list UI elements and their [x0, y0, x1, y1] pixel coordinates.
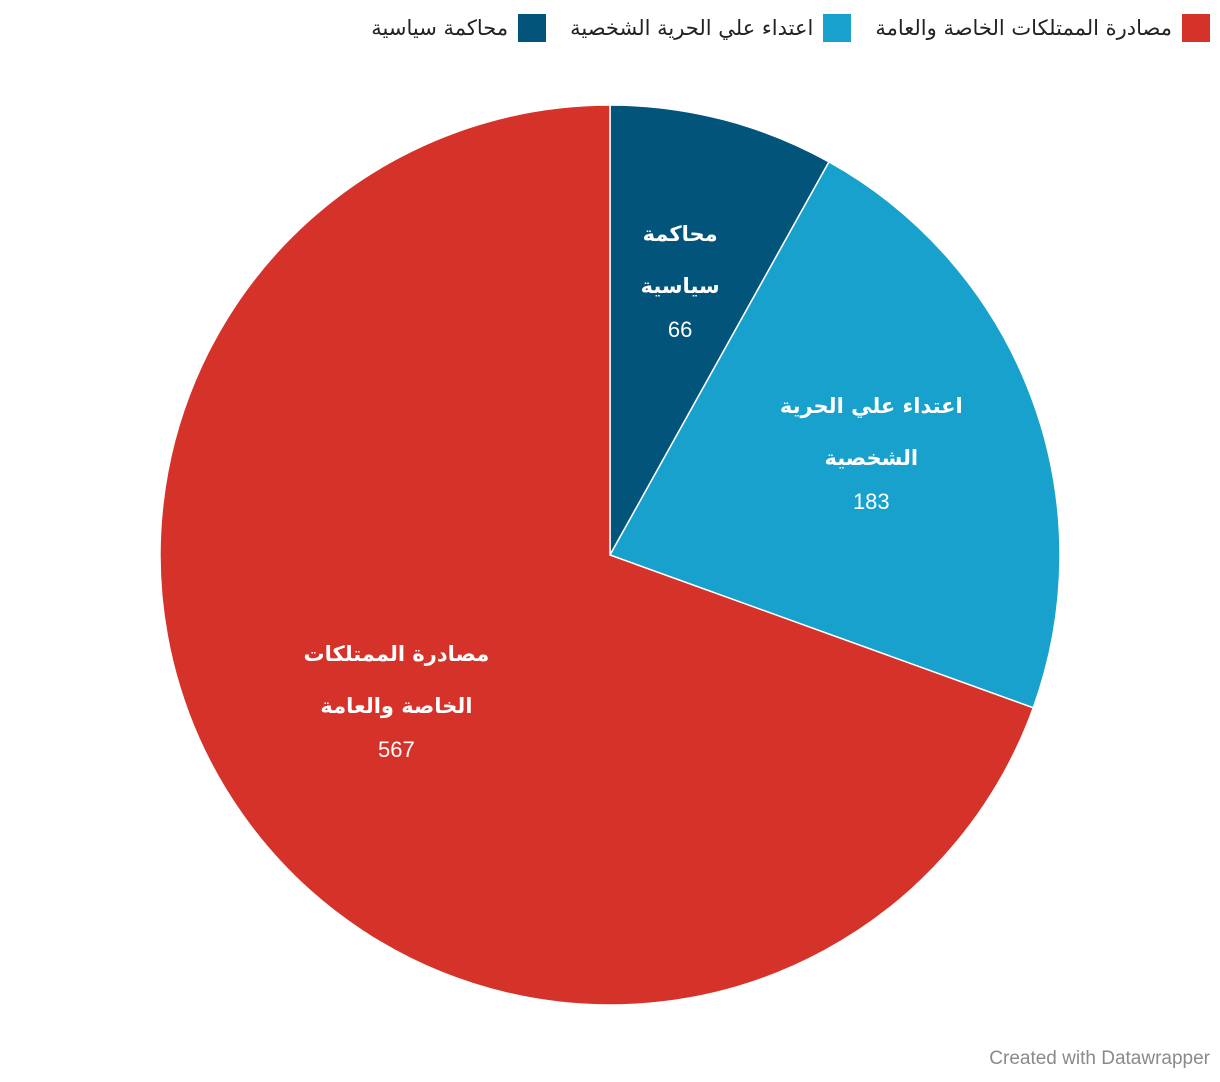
slice-value-personal-freedom: 183: [853, 489, 890, 514]
legend-item-confiscation: مصادرة الممتلكات الخاصة والعامة: [875, 14, 1210, 42]
slice-label-confiscation: مصادرة الممتلكات الخاصة والعامة 567: [304, 642, 490, 762]
slice-value-political-trial: 66: [668, 317, 692, 342]
slice-label-line-political-trial-1: محاكمة: [643, 222, 718, 246]
legend-item-political-trial: محاكمة سياسية: [371, 14, 547, 42]
slice-label-line-political-trial-2: سياسية: [641, 274, 720, 298]
slice-label-line-confiscation-1: مصادرة الممتلكات: [304, 642, 490, 666]
slice-label-line-personal-freedom-2: الشخصية: [825, 446, 919, 470]
slice-label-political-trial: محاكمة سياسية 66: [641, 222, 720, 342]
legend-item-personal-freedom: اعتداء علي الحرية الشخصية: [570, 14, 852, 42]
slice-label-line-confiscation-2: الخاصة والعامة: [320, 694, 472, 718]
legend-label-confiscation: مصادرة الممتلكات الخاصة والعامة: [875, 16, 1172, 40]
legend-label-personal-freedom: اعتداء علي الحرية الشخصية: [570, 16, 814, 40]
legend-swatch-confiscation: [1182, 14, 1210, 42]
pie-slice-confiscation: [159, 104, 1035, 1006]
slice-value-confiscation: 567: [378, 737, 415, 762]
legend-label-political-trial: محاكمة سياسية: [371, 16, 509, 40]
pie-labels: محاكمة سياسية 66 اعتداء علي الحرية الشخصية 18…: [304, 222, 963, 762]
slice-label-personal-freedom: اعتداء علي الحرية الشخصية 183: [780, 394, 963, 514]
legend-swatch-personal-freedom: [823, 14, 852, 42]
credit-text: Created with Datawrapper: [989, 1048, 1210, 1069]
pie-slices: [159, 104, 1061, 1006]
pie-slice-personal-freedom: [608, 160, 1061, 709]
pie-slice-political-trial: [609, 104, 830, 558]
chart-legend: مصادرة الممتلكات الخاصة والعامة اعتداء ع…: [371, 12, 1210, 44]
legend-swatch-political-trial: [518, 14, 547, 42]
slice-label-line-personal-freedom-1: اعتداء علي الحرية: [780, 394, 963, 418]
